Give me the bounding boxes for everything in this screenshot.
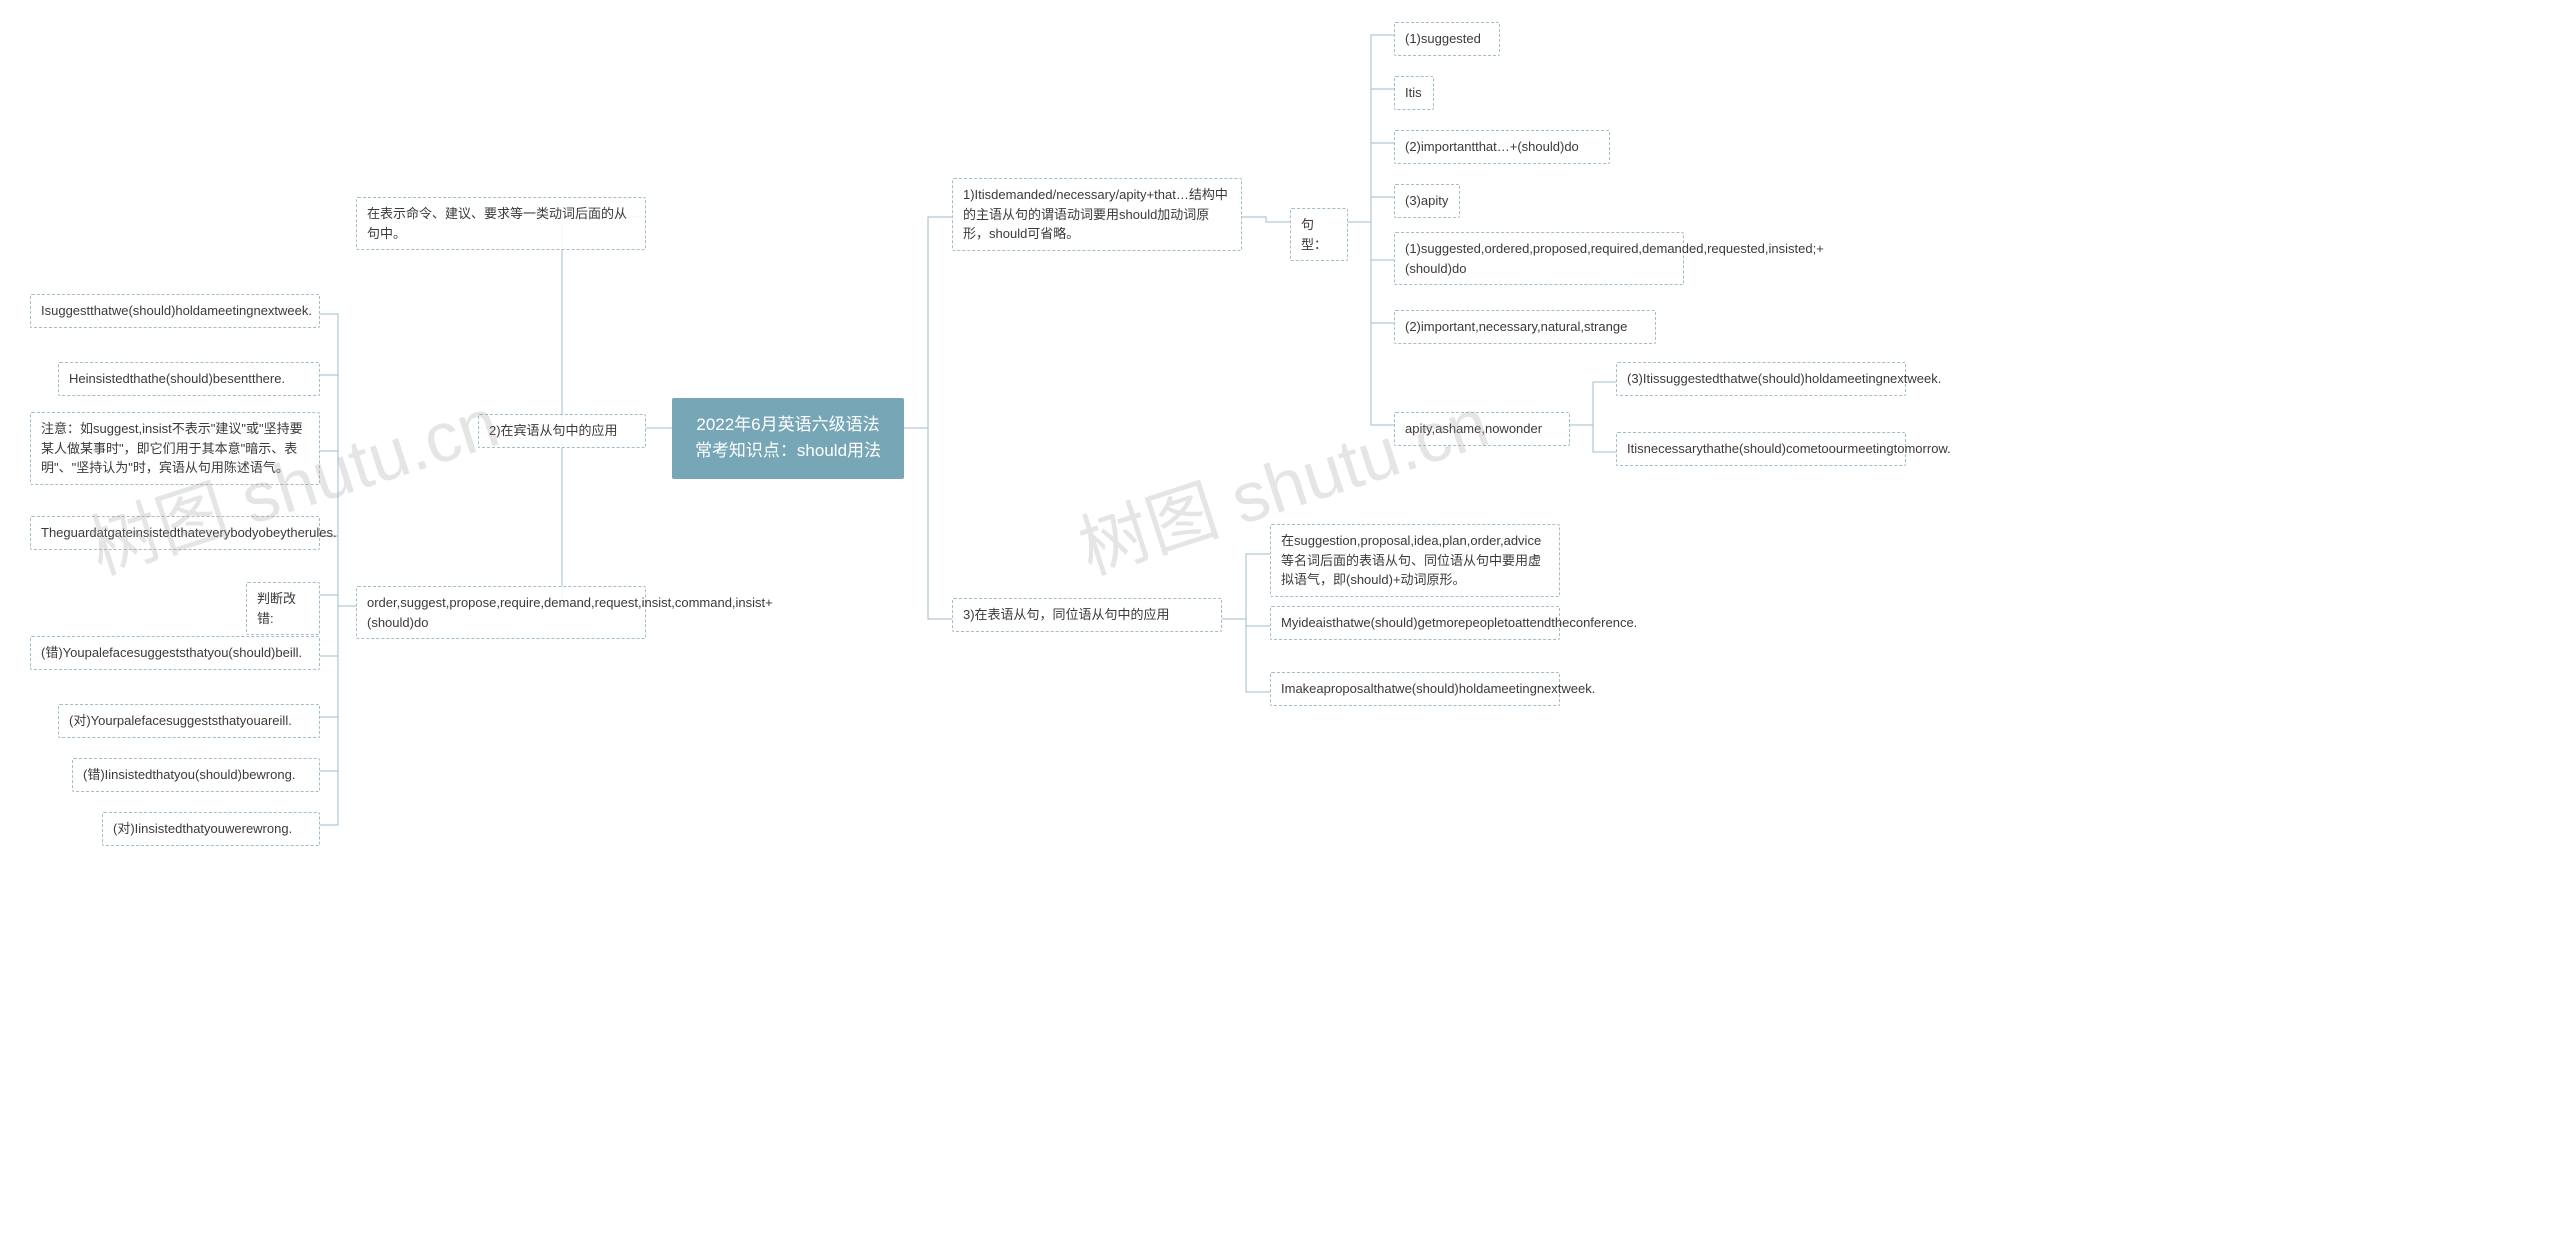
mindmap-node: Myideaisthatwe(should)getmorepeopletoatt… bbox=[1270, 606, 1560, 640]
node-text: order,suggest,propose,require,demand,req… bbox=[367, 595, 773, 630]
mindmap-node: 在suggestion,proposal,idea,plan,order,adv… bbox=[1270, 524, 1560, 597]
node-text: Itisnecessarythathe(should)cometoourmeet… bbox=[1627, 441, 1951, 456]
mindmap-node: Itisnecessarythathe(should)cometoourmeet… bbox=[1616, 432, 1906, 466]
mindmap-node: apity,ashame,nowonder bbox=[1394, 412, 1570, 446]
node-text: 判断改错: bbox=[257, 591, 296, 626]
node-text: Theguardatgateinsistedthateverybodyobeyt… bbox=[41, 525, 337, 540]
node-text: (1)suggested bbox=[1405, 31, 1481, 46]
connector bbox=[1570, 382, 1616, 425]
mindmap-node: 1)Itisdemanded/necessary/apity+that…结构中的… bbox=[952, 178, 1242, 251]
connector bbox=[904, 217, 952, 428]
node-text: 3)在表语从句，同位语从句中的应用 bbox=[963, 607, 1170, 622]
connector bbox=[1570, 425, 1616, 452]
connector bbox=[320, 314, 356, 606]
node-text: Itis bbox=[1405, 85, 1422, 100]
connector bbox=[1222, 619, 1270, 626]
connector bbox=[320, 536, 356, 606]
mindmap-node: 在表示命令、建议、要求等一类动词后面的从句中。 bbox=[356, 197, 646, 250]
mindmap-node: (3)Itissuggestedthatwe(should)holdameeti… bbox=[1616, 362, 1906, 396]
node-text: (对)Iinsistedthatyouwerewrong. bbox=[113, 821, 292, 836]
node-text: Heinsistedthathe(should)besentthere. bbox=[69, 371, 285, 386]
mindmap-node: Itis bbox=[1394, 76, 1434, 110]
connector bbox=[1222, 554, 1270, 619]
node-text: (对)Yourpalefacesuggeststhatyouareill. bbox=[69, 713, 292, 728]
mindmap-node: order,suggest,propose,require,demand,req… bbox=[356, 586, 646, 639]
center-line: 2022年6月英语六级语法 bbox=[694, 412, 882, 438]
node-text: Imakeaproposalthatwe(should)holdameeting… bbox=[1281, 681, 1595, 696]
mindmap-node: 注意：如suggest,insist不表示"建议"或"坚持要某人做某事时"，即它… bbox=[30, 412, 320, 485]
node-text: 在表示命令、建议、要求等一类动词后面的从句中。 bbox=[367, 206, 627, 241]
connector bbox=[1348, 143, 1394, 222]
connector bbox=[904, 428, 952, 619]
mindmap-node: (对)Iinsistedthatyouwerewrong. bbox=[102, 812, 320, 846]
connector bbox=[320, 606, 356, 656]
node-text: 句型： bbox=[1301, 217, 1327, 252]
node-text: 1)Itisdemanded/necessary/apity+that…结构中的… bbox=[963, 187, 1228, 241]
node-text: (3)Itissuggestedthatwe(should)holdameeti… bbox=[1627, 371, 1941, 386]
mindmap-node: (3)apity bbox=[1394, 184, 1460, 218]
mindmap-node: 判断改错: bbox=[246, 582, 320, 635]
mindmap-node: (1)suggested bbox=[1394, 22, 1500, 56]
mindmap-node: Theguardatgateinsistedthateverybodyobeyt… bbox=[30, 516, 320, 550]
node-text: 2)在宾语从句中的应用 bbox=[489, 423, 618, 438]
mindmap-node: (2)important,necessary,natural,strange bbox=[1394, 310, 1656, 344]
mindmap-node: (错)Youpalefacesuggeststhatyou(should)bei… bbox=[30, 636, 320, 670]
mindmap-node: 3)在表语从句，同位语从句中的应用 bbox=[952, 598, 1222, 632]
connector bbox=[1348, 222, 1394, 425]
node-text: Myideaisthatwe(should)getmorepeopletoatt… bbox=[1281, 615, 1637, 630]
node-text: (2)importantthat…+(should)do bbox=[1405, 139, 1579, 154]
mindmap-node: Imakeaproposalthatwe(should)holdameeting… bbox=[1270, 672, 1560, 706]
connector bbox=[1348, 222, 1394, 323]
mindmap-node: 句型： bbox=[1290, 208, 1348, 261]
mindmap-node: (对)Yourpalefacesuggeststhatyouareill. bbox=[58, 704, 320, 738]
connector bbox=[1348, 222, 1394, 260]
connector bbox=[1348, 197, 1394, 222]
mindmap-node: (错)Iinsistedthatyou(should)bewrong. bbox=[72, 758, 320, 792]
mindmap-node: (2)importantthat…+(should)do bbox=[1394, 130, 1610, 164]
mindmap-node: (1)suggested,ordered,proposed,required,d… bbox=[1394, 232, 1684, 285]
connector bbox=[1348, 35, 1394, 222]
mindmap-node: 2)在宾语从句中的应用 bbox=[478, 414, 646, 448]
node-text: 在suggestion,proposal,idea,plan,order,adv… bbox=[1281, 533, 1541, 587]
connector bbox=[1222, 619, 1270, 692]
node-text: (1)suggested,ordered,proposed,required,d… bbox=[1405, 241, 1824, 276]
mindmap-node: Heinsistedthathe(should)besentthere. bbox=[58, 362, 320, 396]
node-text: (错)Iinsistedthatyou(should)bewrong. bbox=[83, 767, 295, 782]
node-text: Isuggestthatwe(should)holdameetingnextwe… bbox=[41, 303, 312, 318]
connector bbox=[320, 606, 356, 717]
connector bbox=[478, 428, 646, 606]
connector bbox=[320, 375, 356, 606]
mindmap-node: Isuggestthatwe(should)holdameetingnextwe… bbox=[30, 294, 320, 328]
center-line: 常考知识点：should用法 bbox=[694, 438, 882, 464]
node-text: apity,ashame,nowonder bbox=[1405, 421, 1542, 436]
connector bbox=[320, 606, 356, 825]
node-text: (3)apity bbox=[1405, 193, 1448, 208]
connector bbox=[1242, 217, 1290, 222]
connector bbox=[320, 606, 356, 771]
connector bbox=[1348, 89, 1394, 222]
node-text: (错)Youpalefacesuggeststhatyou(should)bei… bbox=[41, 645, 302, 660]
connector bbox=[320, 595, 356, 606]
node-text: (2)important,necessary,natural,strange bbox=[1405, 319, 1627, 334]
center-node: 2022年6月英语六级语法常考知识点：should用法 bbox=[672, 398, 904, 479]
node-text: 注意：如suggest,insist不表示"建议"或"坚持要某人做某事时"，即它… bbox=[41, 421, 303, 475]
